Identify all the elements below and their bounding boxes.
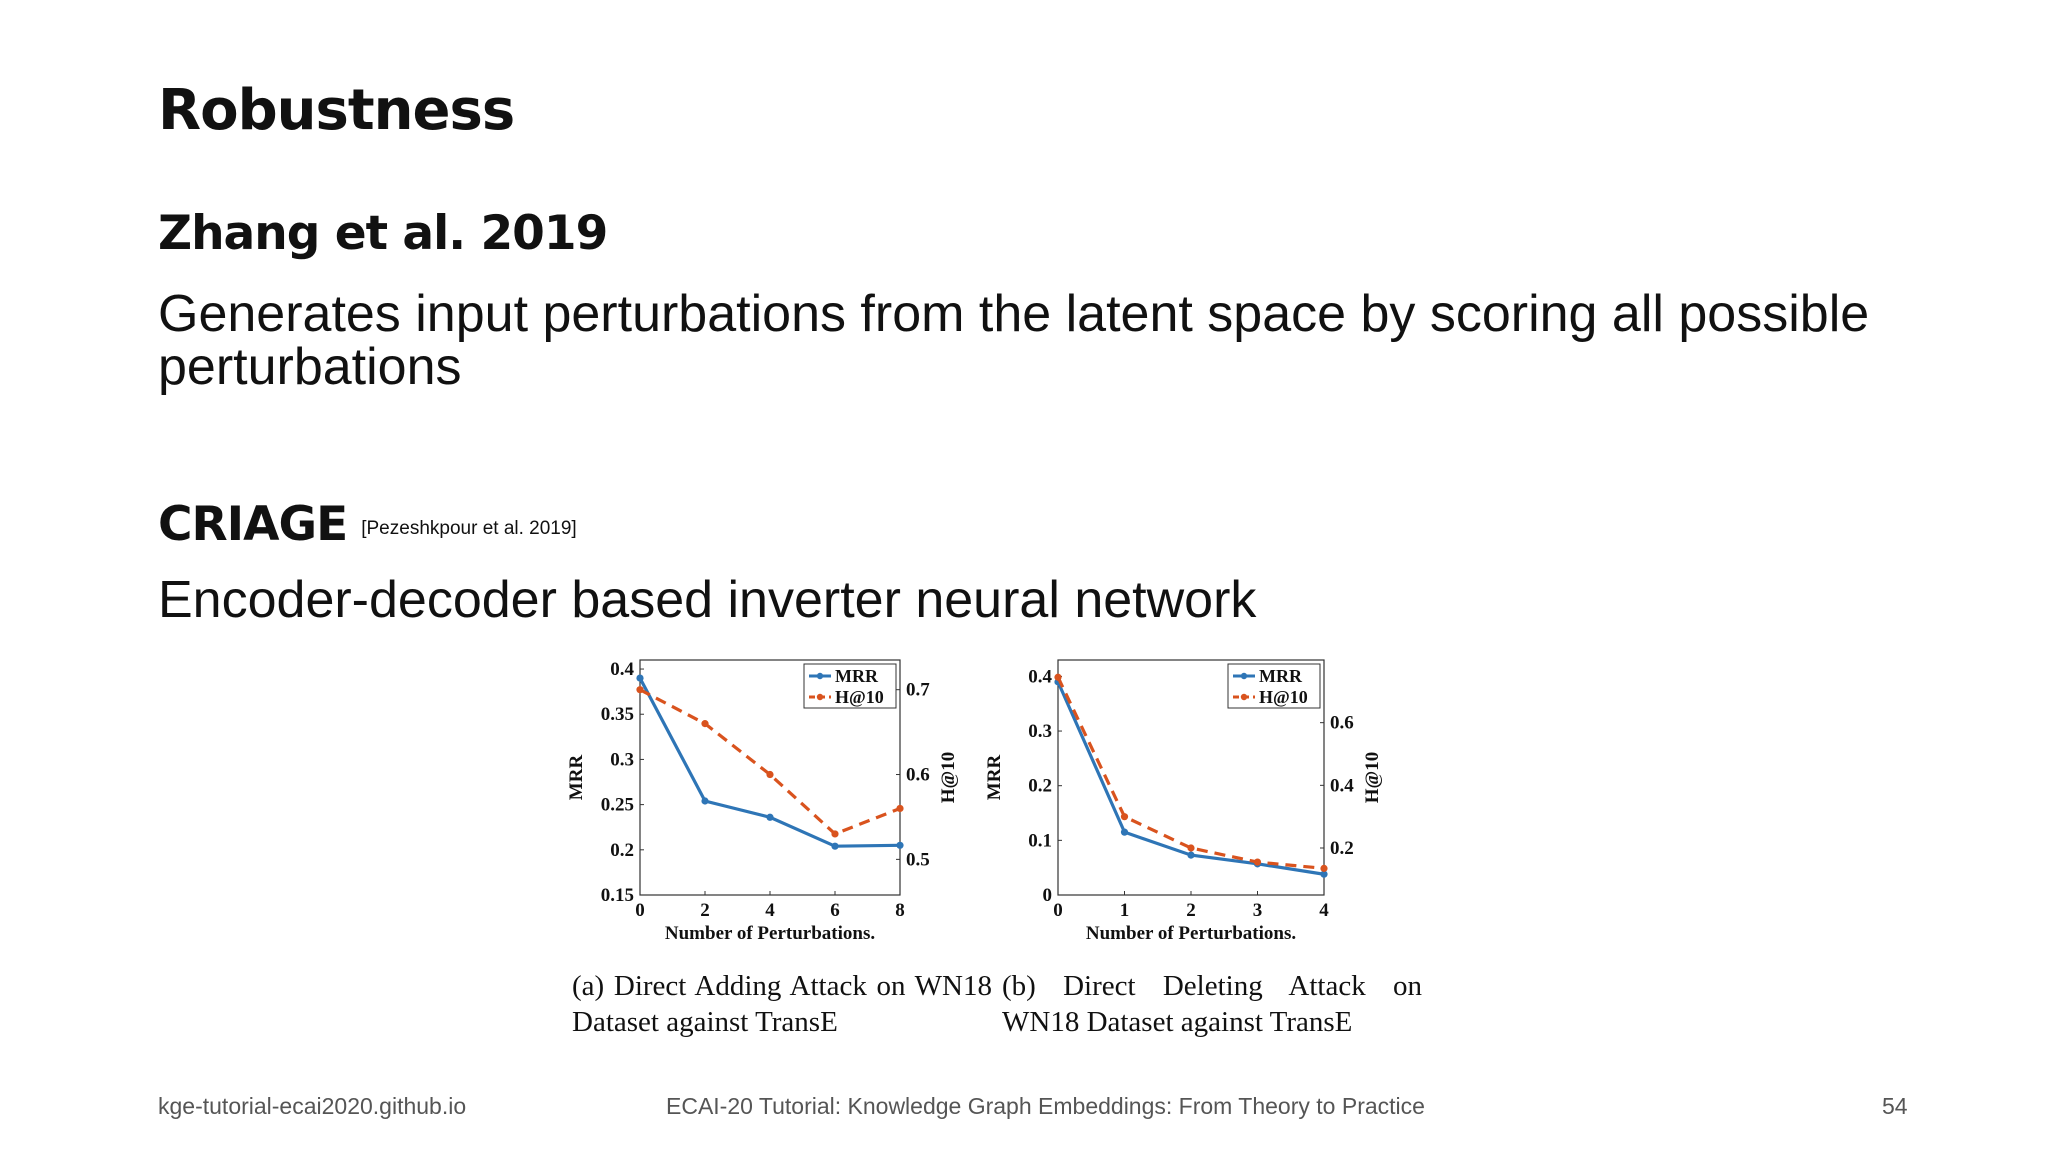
x-axis-label: Number of Perturbations.: [665, 923, 875, 944]
y2-tick-label: 0.7: [906, 680, 930, 701]
legend-label: MRR: [1259, 666, 1303, 686]
y2-axis-label: H@10: [938, 752, 959, 803]
data-point: [766, 770, 774, 779]
data-point: [766, 813, 774, 821]
legend-marker: [1240, 693, 1248, 701]
data-point: [1320, 870, 1328, 878]
data-point: [1253, 858, 1262, 866]
y-tick-label: 0: [1043, 885, 1053, 906]
x-tick-label: 3: [1253, 900, 1263, 921]
y-tick-label: 0.25: [601, 795, 634, 816]
x-tick-label: 6: [830, 900, 840, 921]
y-axis-label: MRR: [566, 755, 587, 801]
y-tick-label: 0.15: [601, 885, 634, 906]
section-text-zhang: Generates input perturbations from the l…: [158, 285, 1870, 396]
charts-svg: 0 2 4 6 8 0.15 0.2 0.25 0.3 0.35 0.4 0.5 0.6 0.7 Numbe…: [566, 659, 1383, 944]
data-point: [1054, 673, 1062, 681]
y-tick-label: 0.2: [610, 840, 634, 861]
y-tick-label: 0.3: [610, 749, 634, 770]
data-point: [1120, 828, 1129, 836]
x-axis-label: Number of Perturbations.: [1086, 923, 1296, 944]
section-heading-criage: CRIAGE [Pezeshkpour et al. 2019]: [158, 497, 577, 552]
y-tick-label: 0.4: [1028, 666, 1052, 687]
data-point: [1187, 844, 1195, 852]
chart-b: [1054, 659, 1328, 896]
x-tick-label: 0: [1053, 900, 1063, 921]
y2-axis-label: H@10: [1362, 752, 1383, 803]
slide-title: Robustness: [158, 78, 515, 143]
legend-label: H@10: [835, 687, 884, 707]
data-point: [636, 674, 644, 682]
caption-a: (a) Direct Adding Attack on WN18 Dataset…: [572, 970, 992, 1038]
legend-marker: [816, 672, 824, 680]
y2-tick-label: 0.6: [906, 765, 930, 786]
y-tick-label: 0.3: [1028, 721, 1052, 742]
x-tick-label: 2: [700, 900, 710, 921]
legend-marker: [1240, 672, 1248, 680]
x-tick-label: 4: [1319, 900, 1329, 921]
y-tick-label: 0.1: [1028, 830, 1052, 851]
x-tick-label: 4: [765, 900, 775, 921]
footer-url: kge-tutorial-ecai2020.github.io: [158, 1093, 467, 1119]
series-line-h10: [639, 688, 901, 836]
y2-tick-label: 0.5: [906, 849, 930, 870]
x-tick-label: 2: [1186, 900, 1196, 921]
legend-label: H@10: [1259, 687, 1308, 707]
x-tick-label: 8: [895, 900, 905, 921]
criage-heading-text: CRIAGE: [158, 497, 348, 552]
data-point: [701, 797, 709, 805]
figure: 0 2 4 6 8 0.15 0.2 0.25 0.3 0.35 0.4 0.5 0.6 0.7 Numbe…: [540, 640, 1422, 1060]
legend-box: [1227, 663, 1321, 709]
y2-tick-label: 0.6: [1330, 713, 1354, 734]
data-point: [831, 842, 839, 850]
data-point: [1120, 813, 1129, 821]
y-tick-label: 0.2: [1028, 776, 1052, 797]
y-tick-label: 0.4: [610, 659, 634, 680]
legend-marker: [816, 693, 824, 701]
data-point: [1320, 864, 1328, 872]
citation: [Pezeshkpour et al. 2019]: [361, 518, 577, 539]
x-tick-label: 0: [635, 900, 645, 921]
data-point: [1187, 851, 1195, 859]
legend-box: [803, 663, 897, 709]
y-axis-label: MRR: [984, 755, 1005, 801]
data-point: [831, 830, 839, 838]
chart-a: [636, 659, 904, 896]
section-heading-zhang: Zhang et al. 2019: [158, 206, 608, 261]
legend-label: MRR: [835, 666, 879, 686]
data-point: [701, 720, 709, 728]
page-number: 54: [1882, 1093, 1908, 1119]
caption-b: (b) Direct Deleting Attack on WN18 Datas…: [1002, 970, 1422, 1038]
section-text-criage: Encoder-decoder based inverter neural ne…: [158, 571, 1257, 629]
footer-title: ECAI-20 Tutorial: Knowledge Graph Embedd…: [666, 1093, 1425, 1119]
data-point: [896, 804, 904, 813]
y-tick-label: 0.35: [601, 704, 634, 725]
y2-tick-label: 0.4: [1330, 775, 1354, 796]
y2-tick-label: 0.2: [1330, 838, 1354, 859]
x-tick-label: 1: [1120, 900, 1130, 921]
data-point: [636, 686, 644, 694]
data-point: [896, 841, 904, 849]
